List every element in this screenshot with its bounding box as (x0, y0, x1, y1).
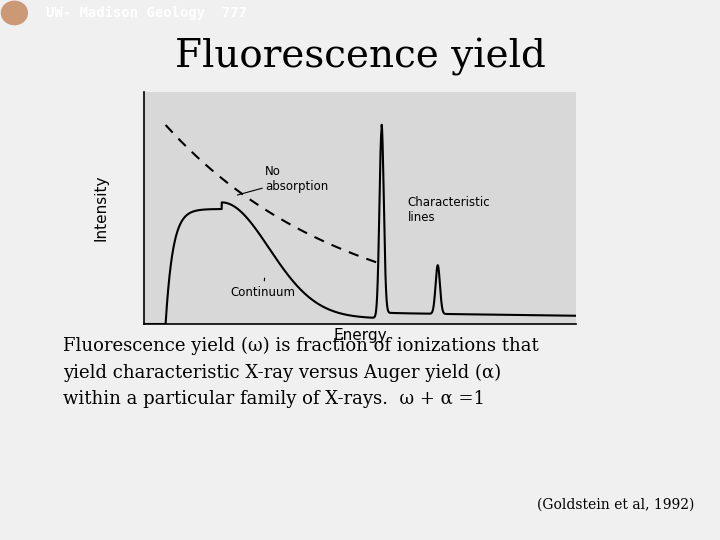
Text: Fluorescence yield: Fluorescence yield (174, 38, 546, 76)
Circle shape (1, 1, 27, 25)
Text: Continuum: Continuum (230, 278, 295, 299)
Text: Intensity: Intensity (94, 174, 108, 241)
Text: Fluorescence yield (ω) is fraction of ionizations that
yield characteristic X-ra: Fluorescence yield (ω) is fraction of io… (63, 337, 539, 408)
Text: No
absorption: No absorption (238, 165, 328, 195)
Text: (Goldstein et al, 1992): (Goldstein et al, 1992) (537, 498, 695, 512)
Text: UW- Madison Geology  777: UW- Madison Geology 777 (46, 6, 247, 20)
X-axis label: Energy: Energy (333, 328, 387, 343)
Text: Characteristic
lines: Characteristic lines (408, 195, 490, 224)
